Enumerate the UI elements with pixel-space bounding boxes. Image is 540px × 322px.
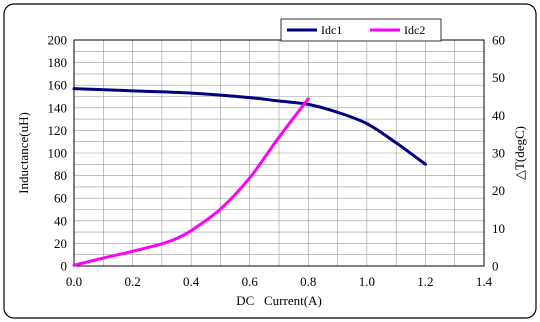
legend-box [280,18,442,42]
series-line-idc2 [72,97,310,267]
series-line-idc1 [72,87,427,166]
legend-label-idc1: Idc1 [321,23,342,37]
y-left-tick-label: 140 [48,100,68,115]
y-left-tick-label: 120 [48,123,68,138]
x-axis-label: DC Current(A) [236,293,322,308]
x-tick-label: 0.2 [124,274,140,289]
x-tick-label: 1.2 [417,274,433,289]
y-right-tick-labels: 0 10 20 30 40 50 60 [492,33,505,274]
legend: Idc1 Idc2 [280,18,442,42]
chart-border [3,3,537,319]
y-left-tick-label: 80 [54,168,67,183]
y-left-tick-labels: 0 20 40 60 80 100 120 140 160 180 200 [48,33,68,274]
y-left-tick-label: 100 [48,146,68,161]
y-right-tick-label: 20 [492,183,505,198]
y-right-tick-label: 10 [492,221,505,236]
y-right-tick-label: 50 [492,70,505,85]
y-left-tick-label: 20 [54,236,67,251]
x-tick-label: 1.4 [476,274,493,289]
legend-label-idc2: Idc2 [404,23,425,37]
x-tick-labels: 0.0 0.2 0.4 0.6 0.8 1.0 1.2 1.4 [66,274,493,289]
grid-lines [74,40,484,266]
y-left-tick-label: 60 [54,191,67,206]
y-left-tick-label: 40 [54,213,67,228]
x-tick-label: 1.0 [359,274,375,289]
y-right-tick-label: 40 [492,108,505,123]
plot-area [73,39,485,267]
y-right-tick-label: 60 [492,33,505,48]
y-left-tick-label: 160 [48,78,68,93]
y-left-tick-label: 200 [48,33,68,48]
y-left-axis-label: Inductance(uH) [16,112,31,194]
y-right-axis-label: △T(degC) [512,126,527,180]
y-right-tick-label: 0 [492,259,499,274]
y-left-tick-label: 180 [48,55,68,70]
series-lines [72,87,427,267]
y-left-tick-label: 0 [61,259,68,274]
x-tick-label: 0.4 [183,274,200,289]
y-right-tick-label: 30 [492,146,505,161]
x-tick-label: 0.8 [300,274,316,289]
x-tick-label: 0.6 [242,274,259,289]
x-tick-label: 0.0 [66,274,82,289]
